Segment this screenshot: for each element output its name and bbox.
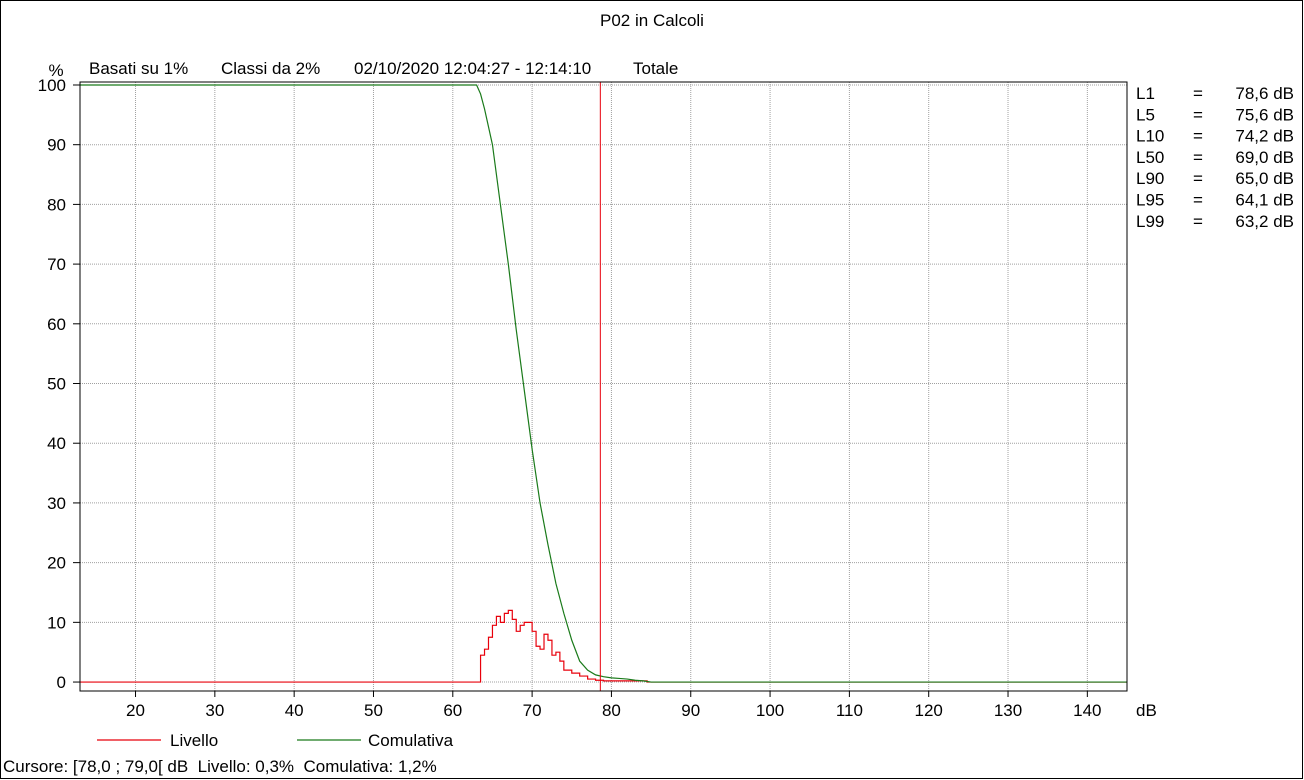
x-tick-label: 40 — [285, 701, 304, 720]
stat-label: L99 — [1136, 212, 1164, 231]
y-tick-label: 0 — [57, 673, 66, 692]
y-tick-label: 60 — [47, 315, 66, 334]
stat-label: L90 — [1136, 169, 1164, 188]
stat-equals: = — [1193, 212, 1203, 231]
legend-label-comulativa: Comulativa — [368, 731, 454, 750]
stat-value: 69,0 dB — [1235, 148, 1294, 167]
stat-value: 74,2 dB — [1235, 127, 1294, 146]
percentile-stats: L1 = 78,6 dB L5 = 75,6 dB L10 = 74,2 dB L50 = 69,0 … — [1136, 84, 1294, 231]
x-tick-label: 140 — [1073, 701, 1101, 720]
legend: Livello Comulativa — [97, 731, 454, 750]
x-axis-label: dB — [1136, 701, 1157, 720]
x-tick-label: 130 — [994, 701, 1022, 720]
x-tick-label: 120 — [915, 701, 943, 720]
y-tick-label: 40 — [47, 434, 66, 453]
y-tick-label: 80 — [47, 195, 66, 214]
cursor-status: Cursore: [78,0 ; 79,0[ dB Livello: 0,3% … — [3, 757, 437, 776]
stat-equals: = — [1193, 148, 1203, 167]
header-based: Basati su 1% — [89, 59, 188, 78]
y-tick-label: 10 — [47, 613, 66, 632]
header-time-range: 02/10/2020 12:04:27 - 12:14:10 — [354, 59, 591, 78]
stat-equals: = — [1193, 84, 1203, 103]
chart-title: P02 in Calcoli — [600, 11, 704, 30]
stat-equals: = — [1193, 105, 1203, 124]
stat-equals: = — [1193, 127, 1203, 146]
x-tick-label: 70 — [523, 701, 542, 720]
x-tick-label: 30 — [205, 701, 224, 720]
header-classes: Classi da 2% — [221, 59, 320, 78]
header-total: Totale — [633, 59, 678, 78]
y-tick-label: 100 — [38, 76, 66, 95]
plot-area[interactable] — [79, 81, 1128, 692]
stat-value: 64,1 dB — [1235, 191, 1294, 210]
stat-value: 65,0 dB — [1235, 169, 1294, 188]
stat-label: L5 — [1136, 105, 1155, 124]
y-tick-labels: 0 10 20 30 40 50 60 70 80 90 100 — [38, 76, 80, 692]
stat-value: 75,6 dB — [1235, 105, 1294, 124]
x-tick-label: 50 — [364, 701, 383, 720]
stat-label: L1 — [1136, 84, 1155, 103]
y-tick-label: 90 — [47, 136, 66, 155]
y-unit-label: % — [48, 61, 63, 80]
stat-label: L95 — [1136, 191, 1164, 210]
series-lines — [80, 84, 1127, 683]
stat-value: 63,2 dB — [1235, 212, 1294, 231]
stat-value: 78,6 dB — [1235, 84, 1294, 103]
series-livello — [80, 609, 1127, 683]
x-tick-labels: 20 30 40 50 60 70 80 90 100 110 120 130 140 — [126, 691, 1102, 720]
stat-equals: = — [1193, 169, 1203, 188]
stat-label: L50 — [1136, 148, 1164, 167]
y-tick-label: 30 — [47, 494, 66, 513]
x-tick-label: 20 — [126, 701, 145, 720]
y-tick-label: 50 — [47, 375, 66, 394]
series-comulativa — [80, 84, 1127, 683]
stat-label: L10 — [1136, 127, 1164, 146]
y-tick-label: 20 — [47, 554, 66, 573]
stat-equals: = — [1193, 191, 1203, 210]
y-tick-label: 70 — [47, 255, 66, 274]
x-tick-label: 60 — [443, 701, 462, 720]
x-tick-label: 100 — [756, 701, 784, 720]
x-tick-label: 110 — [836, 701, 863, 720]
legend-label-livello: Livello — [170, 731, 218, 750]
x-tick-label: 80 — [602, 701, 621, 720]
x-tick-label: 90 — [681, 701, 700, 720]
